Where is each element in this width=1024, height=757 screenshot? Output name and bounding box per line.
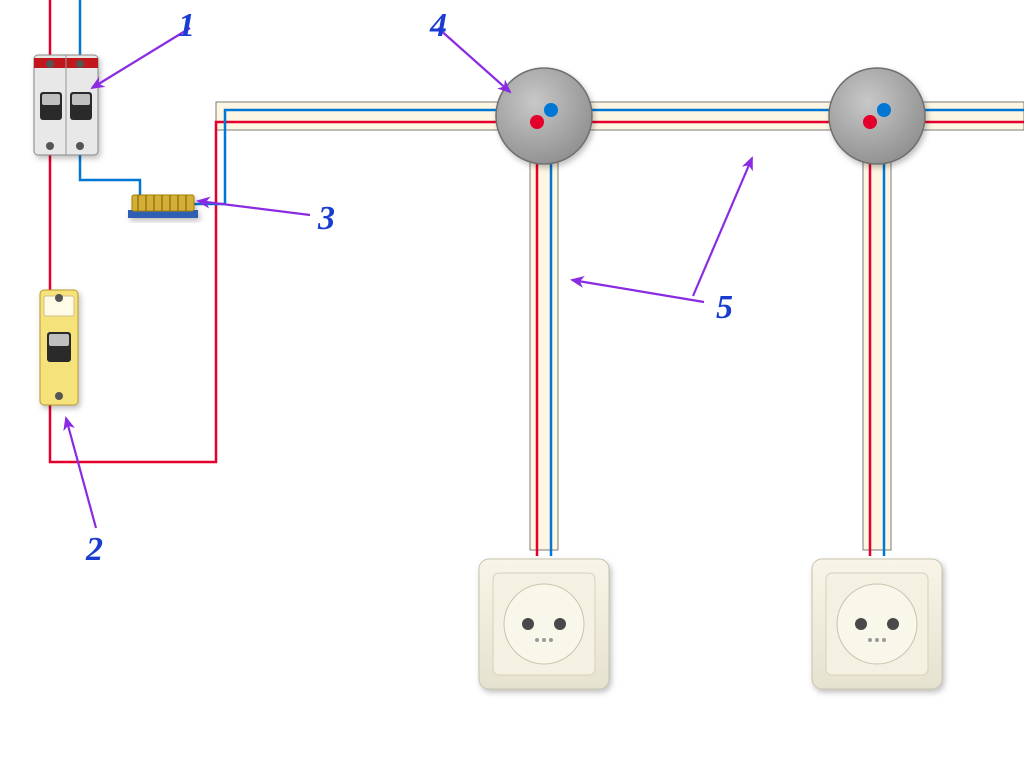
labels: 1 2 3 4 5: [85, 7, 733, 568]
junction-dot-neutral: [877, 103, 891, 117]
socket-hole: [855, 618, 867, 630]
socket-hole: [554, 618, 566, 630]
cable-sheaths: [216, 102, 1024, 550]
arrow-5b: [572, 280, 704, 302]
arrow-5a: [693, 158, 752, 296]
label-2: 2: [85, 531, 103, 568]
socket-hole: [887, 618, 899, 630]
junction-box-1: [496, 68, 592, 164]
socket-1: [479, 559, 609, 689]
socket-hole: [522, 618, 534, 630]
single-breaker: [40, 290, 78, 405]
socket-2: [812, 559, 942, 689]
junction-dot-live: [530, 115, 544, 129]
arrow-2: [66, 418, 96, 528]
junction-dot-neutral: [544, 103, 558, 117]
label-1: 1: [178, 7, 195, 44]
main-breaker: [34, 55, 98, 155]
neutral-busbar: [128, 195, 198, 218]
arrow-4: [438, 28, 510, 92]
label-3: 3: [317, 200, 335, 237]
arrow-1: [92, 28, 190, 88]
label-5: 5: [716, 289, 733, 326]
junction-box-2: [829, 68, 925, 164]
junction-dot-live: [863, 115, 877, 129]
label-4: 4: [429, 7, 447, 44]
wiring-diagram: 1 2 3 4 5: [0, 0, 1024, 757]
